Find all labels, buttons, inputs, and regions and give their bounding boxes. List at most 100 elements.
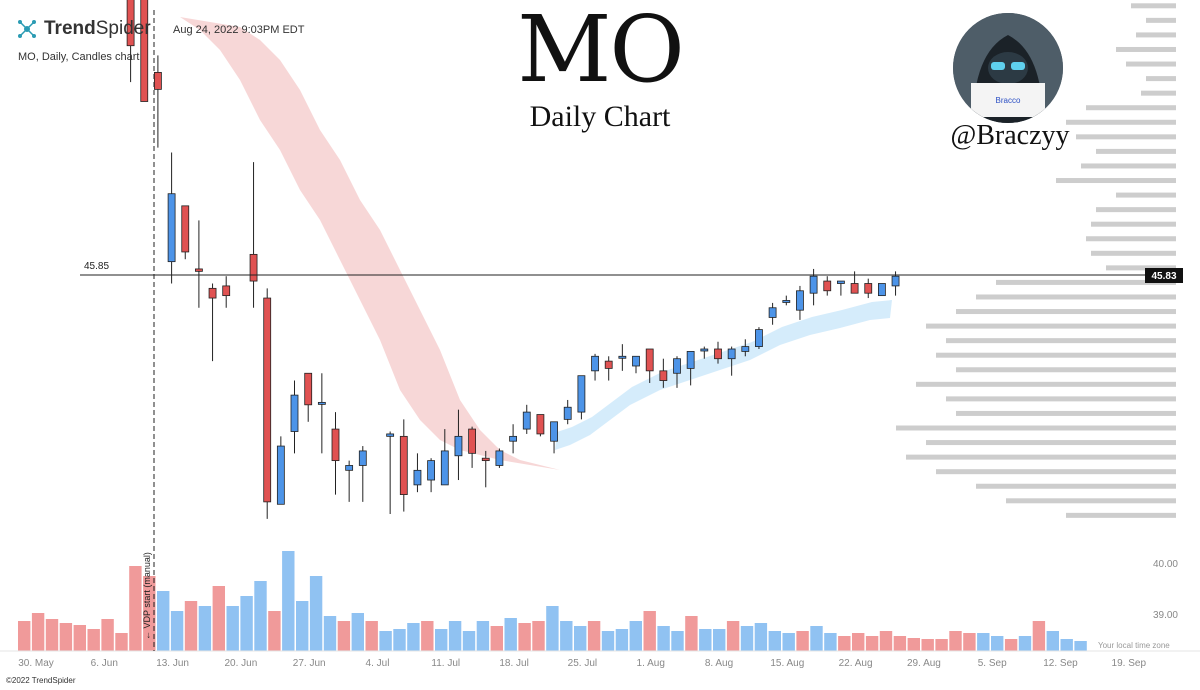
volume-bar — [73, 625, 86, 651]
volume-profile-bar — [1091, 221, 1176, 227]
candle — [522, 404, 531, 434]
x-tick-label: 22. Aug — [839, 658, 873, 669]
candle — [686, 351, 695, 386]
current-price-value: 45.83 — [1151, 271, 1176, 282]
candle — [304, 372, 313, 422]
candle-series — [126, 0, 900, 519]
chart-subtitle: Daily Chart — [529, 100, 671, 133]
volume-bar — [546, 606, 559, 651]
candle-body — [222, 285, 231, 297]
volume-bar — [810, 626, 823, 651]
candle-body — [358, 450, 367, 466]
volume-bar — [865, 636, 879, 651]
candle-body — [386, 433, 395, 437]
x-tick-label: 6. Jun — [91, 658, 118, 669]
volume-bar — [893, 636, 907, 651]
candle-body — [468, 428, 477, 454]
volume-bar — [59, 623, 73, 651]
candle-body — [263, 297, 272, 503]
candle-body — [481, 457, 490, 462]
candle — [126, 0, 135, 83]
x-tick-label: 29. Aug — [907, 658, 941, 669]
candle-body — [454, 435, 463, 457]
volume-bar — [991, 636, 1004, 651]
volume-bar — [852, 633, 865, 651]
volume-bar — [476, 621, 490, 651]
candle — [536, 414, 545, 437]
x-tick-label: 20. Jun — [224, 658, 257, 669]
volume-bar — [1060, 639, 1073, 651]
candle — [181, 205, 190, 260]
volume-profile — [896, 3, 1176, 518]
candle — [386, 431, 395, 514]
volume-bar — [351, 613, 364, 651]
volume-bar — [1046, 631, 1059, 651]
volume-bar — [949, 631, 962, 651]
volume-bar — [1032, 621, 1046, 651]
volume-bar — [754, 623, 768, 651]
candle — [727, 346, 736, 376]
volume-bar — [435, 629, 448, 651]
vdp-annotation: ← VDP start (manual) — [142, 552, 152, 640]
author-handle[interactable]: @Braczyy — [950, 120, 1070, 151]
volume-bar — [685, 616, 698, 651]
volume-bars — [18, 551, 1087, 651]
volume-bar — [963, 633, 976, 651]
volume-bar — [31, 613, 45, 651]
brand-trend: Trend — [44, 18, 96, 39]
volume-bar — [587, 621, 601, 651]
avatar-label: Bracco — [996, 96, 1021, 105]
candle — [263, 288, 272, 519]
candle — [796, 285, 804, 320]
volume-profile-bar — [976, 483, 1176, 489]
volume-bar — [323, 616, 337, 651]
candle — [358, 446, 367, 502]
candle — [468, 426, 477, 468]
candle — [823, 276, 832, 296]
candle-body — [604, 360, 613, 369]
candle-body — [878, 283, 886, 297]
symbol-title: MO — [517, 0, 685, 103]
volume-bar — [18, 621, 31, 651]
x-tick-label: 25. Jul — [568, 658, 597, 669]
volume-profile-bar — [1106, 265, 1176, 271]
volume-bar — [699, 629, 712, 651]
candle-body — [850, 283, 859, 294]
volume-bar — [796, 631, 809, 651]
candle-body — [167, 193, 176, 263]
volume-bar — [170, 611, 184, 651]
volume-bar — [1018, 636, 1032, 651]
volume-profile-bar — [896, 425, 1176, 431]
candle — [317, 373, 326, 454]
volume-bar — [726, 621, 740, 651]
volume-bar — [212, 586, 225, 651]
volume-profile-bar — [996, 279, 1176, 285]
candle — [563, 399, 572, 425]
x-tick-label: 13. Jun — [156, 658, 189, 669]
candle-body — [522, 411, 531, 430]
candle — [249, 162, 258, 308]
candle — [495, 448, 504, 468]
volume-profile-bar — [956, 410, 1176, 416]
candle-body — [632, 355, 640, 367]
volume-profile-bar — [1091, 250, 1176, 256]
candle — [782, 295, 791, 306]
volume-bar — [740, 626, 754, 651]
candle-body — [796, 290, 804, 311]
volume-axis-label: 40.00 — [1153, 559, 1178, 570]
volume-bar — [713, 629, 726, 651]
volume-profile-bar — [926, 440, 1176, 446]
x-tick-label: 19. Sep — [1112, 658, 1147, 669]
candle — [140, 0, 149, 102]
candle-body — [837, 280, 845, 284]
candle-body — [249, 253, 258, 282]
candle — [509, 424, 518, 454]
candle — [413, 453, 422, 493]
volume-bar — [768, 631, 781, 651]
volume-bar — [296, 601, 309, 651]
x-tick-label: 30. May — [18, 658, 54, 669]
candle-body — [659, 370, 668, 381]
candle-body — [331, 428, 340, 462]
candle-body — [181, 205, 190, 253]
